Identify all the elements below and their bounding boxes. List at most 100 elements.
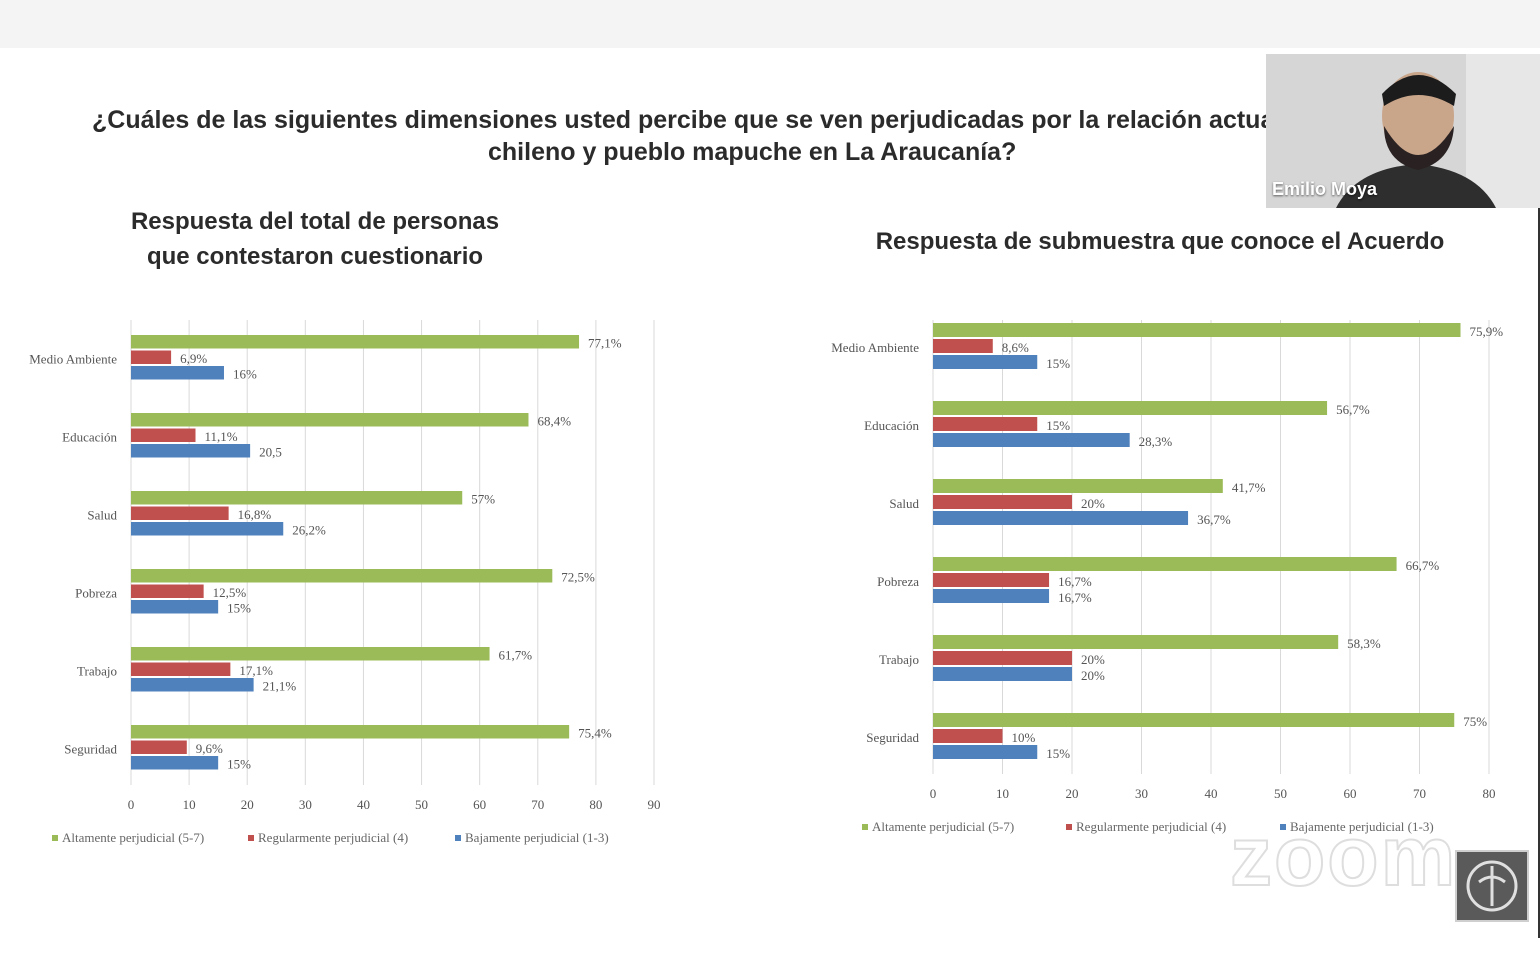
x-tick-label-80: 80 [1483, 786, 1496, 801]
category-label: Salud [889, 496, 919, 511]
category-label: Medio Ambiente [831, 340, 919, 355]
legend-swatch [1280, 824, 1286, 830]
x-tick-label-20: 20 [1066, 786, 1079, 801]
data-label: 15% [1046, 418, 1070, 433]
chart-total-responses: 0 10 20 30 40 50 60 70 80 90 Medio Ambiente 77,1% 6,… [29, 320, 661, 845]
bar-mid [933, 417, 1038, 431]
category-label: Trabajo [879, 652, 919, 667]
data-label: 16,7% [1058, 590, 1092, 605]
data-label: 20% [1081, 668, 1105, 683]
bar-mid [933, 495, 1072, 509]
data-label: 68,4% [537, 414, 571, 429]
bar-low [131, 444, 251, 458]
category-label: Trabajo [77, 663, 117, 678]
x-tick-label-60: 60 [473, 797, 486, 812]
data-label: 9,6% [196, 741, 223, 756]
category-label: Educación [864, 418, 919, 433]
bar-mid [131, 428, 196, 442]
bar-high [131, 335, 580, 349]
data-label: 28,3% [1139, 434, 1173, 449]
data-label: 72,5% [561, 570, 595, 585]
category-label: Pobreza [877, 574, 919, 589]
data-label: 75,4% [578, 726, 612, 741]
data-label: 41,7% [1232, 480, 1266, 495]
bar-low [131, 600, 219, 614]
bar-low [933, 433, 1130, 447]
bar-high [933, 635, 1339, 649]
bar-high [933, 479, 1223, 493]
participant-video-icon [1266, 54, 1540, 208]
data-label: 15% [227, 757, 251, 772]
bar-mid [131, 584, 204, 598]
x-tick-label-70: 70 [1413, 786, 1426, 801]
category-label: Seguridad [64, 741, 117, 756]
bar-high [933, 323, 1461, 337]
data-label: 58,3% [1347, 636, 1381, 651]
data-label: 8,6% [1002, 340, 1029, 355]
data-label: 56,7% [1336, 402, 1370, 417]
x-tick-label-10: 10 [996, 786, 1009, 801]
chart-1-title-line-1: Respuesta del total de personas [130, 208, 500, 235]
category-label: Salud [87, 507, 117, 522]
x-tick-label-90: 90 [648, 797, 661, 812]
chart-1-title-line-2: que contestaron cuestionario [146, 243, 484, 270]
bar-high [131, 413, 529, 427]
data-label: 20% [1081, 496, 1105, 511]
category-label: Medio Ambiente [29, 351, 117, 366]
bar-mid [933, 729, 1003, 743]
bar-low [933, 589, 1050, 603]
seal-icon [1466, 860, 1518, 912]
legend-swatch [862, 824, 868, 830]
legend-swatch [248, 835, 254, 841]
bar-mid [131, 506, 229, 520]
x-tick-label-60: 60 [1344, 786, 1357, 801]
x-tick-label-10: 10 [183, 797, 196, 812]
legend-swatch [1066, 824, 1072, 830]
chart-subsample-responses: 0 10 20 30 40 50 60 70 80 Medio Ambiente 75,9% 8,6%… [831, 320, 1504, 834]
legend-swatch [455, 835, 461, 841]
bar-low [131, 756, 219, 770]
category-label: Pobreza [75, 585, 117, 600]
institution-logo [1455, 850, 1529, 922]
video-panel-edge [1538, 208, 1540, 938]
x-tick-label-30: 30 [1135, 786, 1148, 801]
zoom-watermark: zoom [1229, 808, 1458, 904]
top-strip [0, 0, 1540, 48]
bar-low [131, 366, 224, 380]
bar-high [131, 725, 570, 739]
x-tick-label-40: 40 [357, 797, 370, 812]
legend-entry: Regularmente perjudicial (4) [1076, 819, 1226, 834]
x-tick-label-70: 70 [531, 797, 544, 812]
data-label: 75,9% [1470, 324, 1504, 339]
data-label: 61,7% [499, 648, 533, 663]
x-tick-label-80: 80 [589, 797, 602, 812]
participant-video-tile[interactable]: Emilio Moya [1266, 54, 1540, 208]
data-label: 10% [1012, 730, 1036, 745]
data-label: 26,2% [292, 523, 326, 538]
chart-2-title: Respuesta de submuestra que conoce el Ac… [875, 228, 1445, 255]
bar-high [933, 557, 1397, 571]
x-tick-label-40: 40 [1205, 786, 1218, 801]
bar-low [933, 745, 1038, 759]
bar-mid [131, 740, 187, 754]
legend-swatch [52, 835, 58, 841]
legend-entry: Bajamente perjudicial (1-3) [1290, 819, 1434, 834]
data-label: 16% [233, 367, 257, 382]
x-tick-label-0: 0 [128, 797, 135, 812]
data-label: 16,8% [238, 507, 272, 522]
x-tick-label-30: 30 [299, 797, 312, 812]
legend-entry: Regularmente perjudicial (4) [258, 830, 408, 845]
bar-mid [933, 573, 1050, 587]
data-label: 66,7% [1406, 558, 1440, 573]
bar-low [933, 511, 1189, 525]
bar-mid [933, 339, 993, 353]
question-line-1: ¿Cuáles de las siguientes dimensiones us… [92, 106, 1275, 134]
legend-entry: Altamente perjudicial (5-7) [62, 830, 204, 845]
data-label: 21,1% [263, 679, 297, 694]
data-label: 77,1% [588, 336, 622, 351]
x-tick-label-20: 20 [241, 797, 254, 812]
bar-mid [933, 651, 1072, 665]
bar-mid [131, 662, 231, 676]
bar-high [131, 569, 553, 583]
participant-name: Emilio Moya [1272, 179, 1378, 199]
